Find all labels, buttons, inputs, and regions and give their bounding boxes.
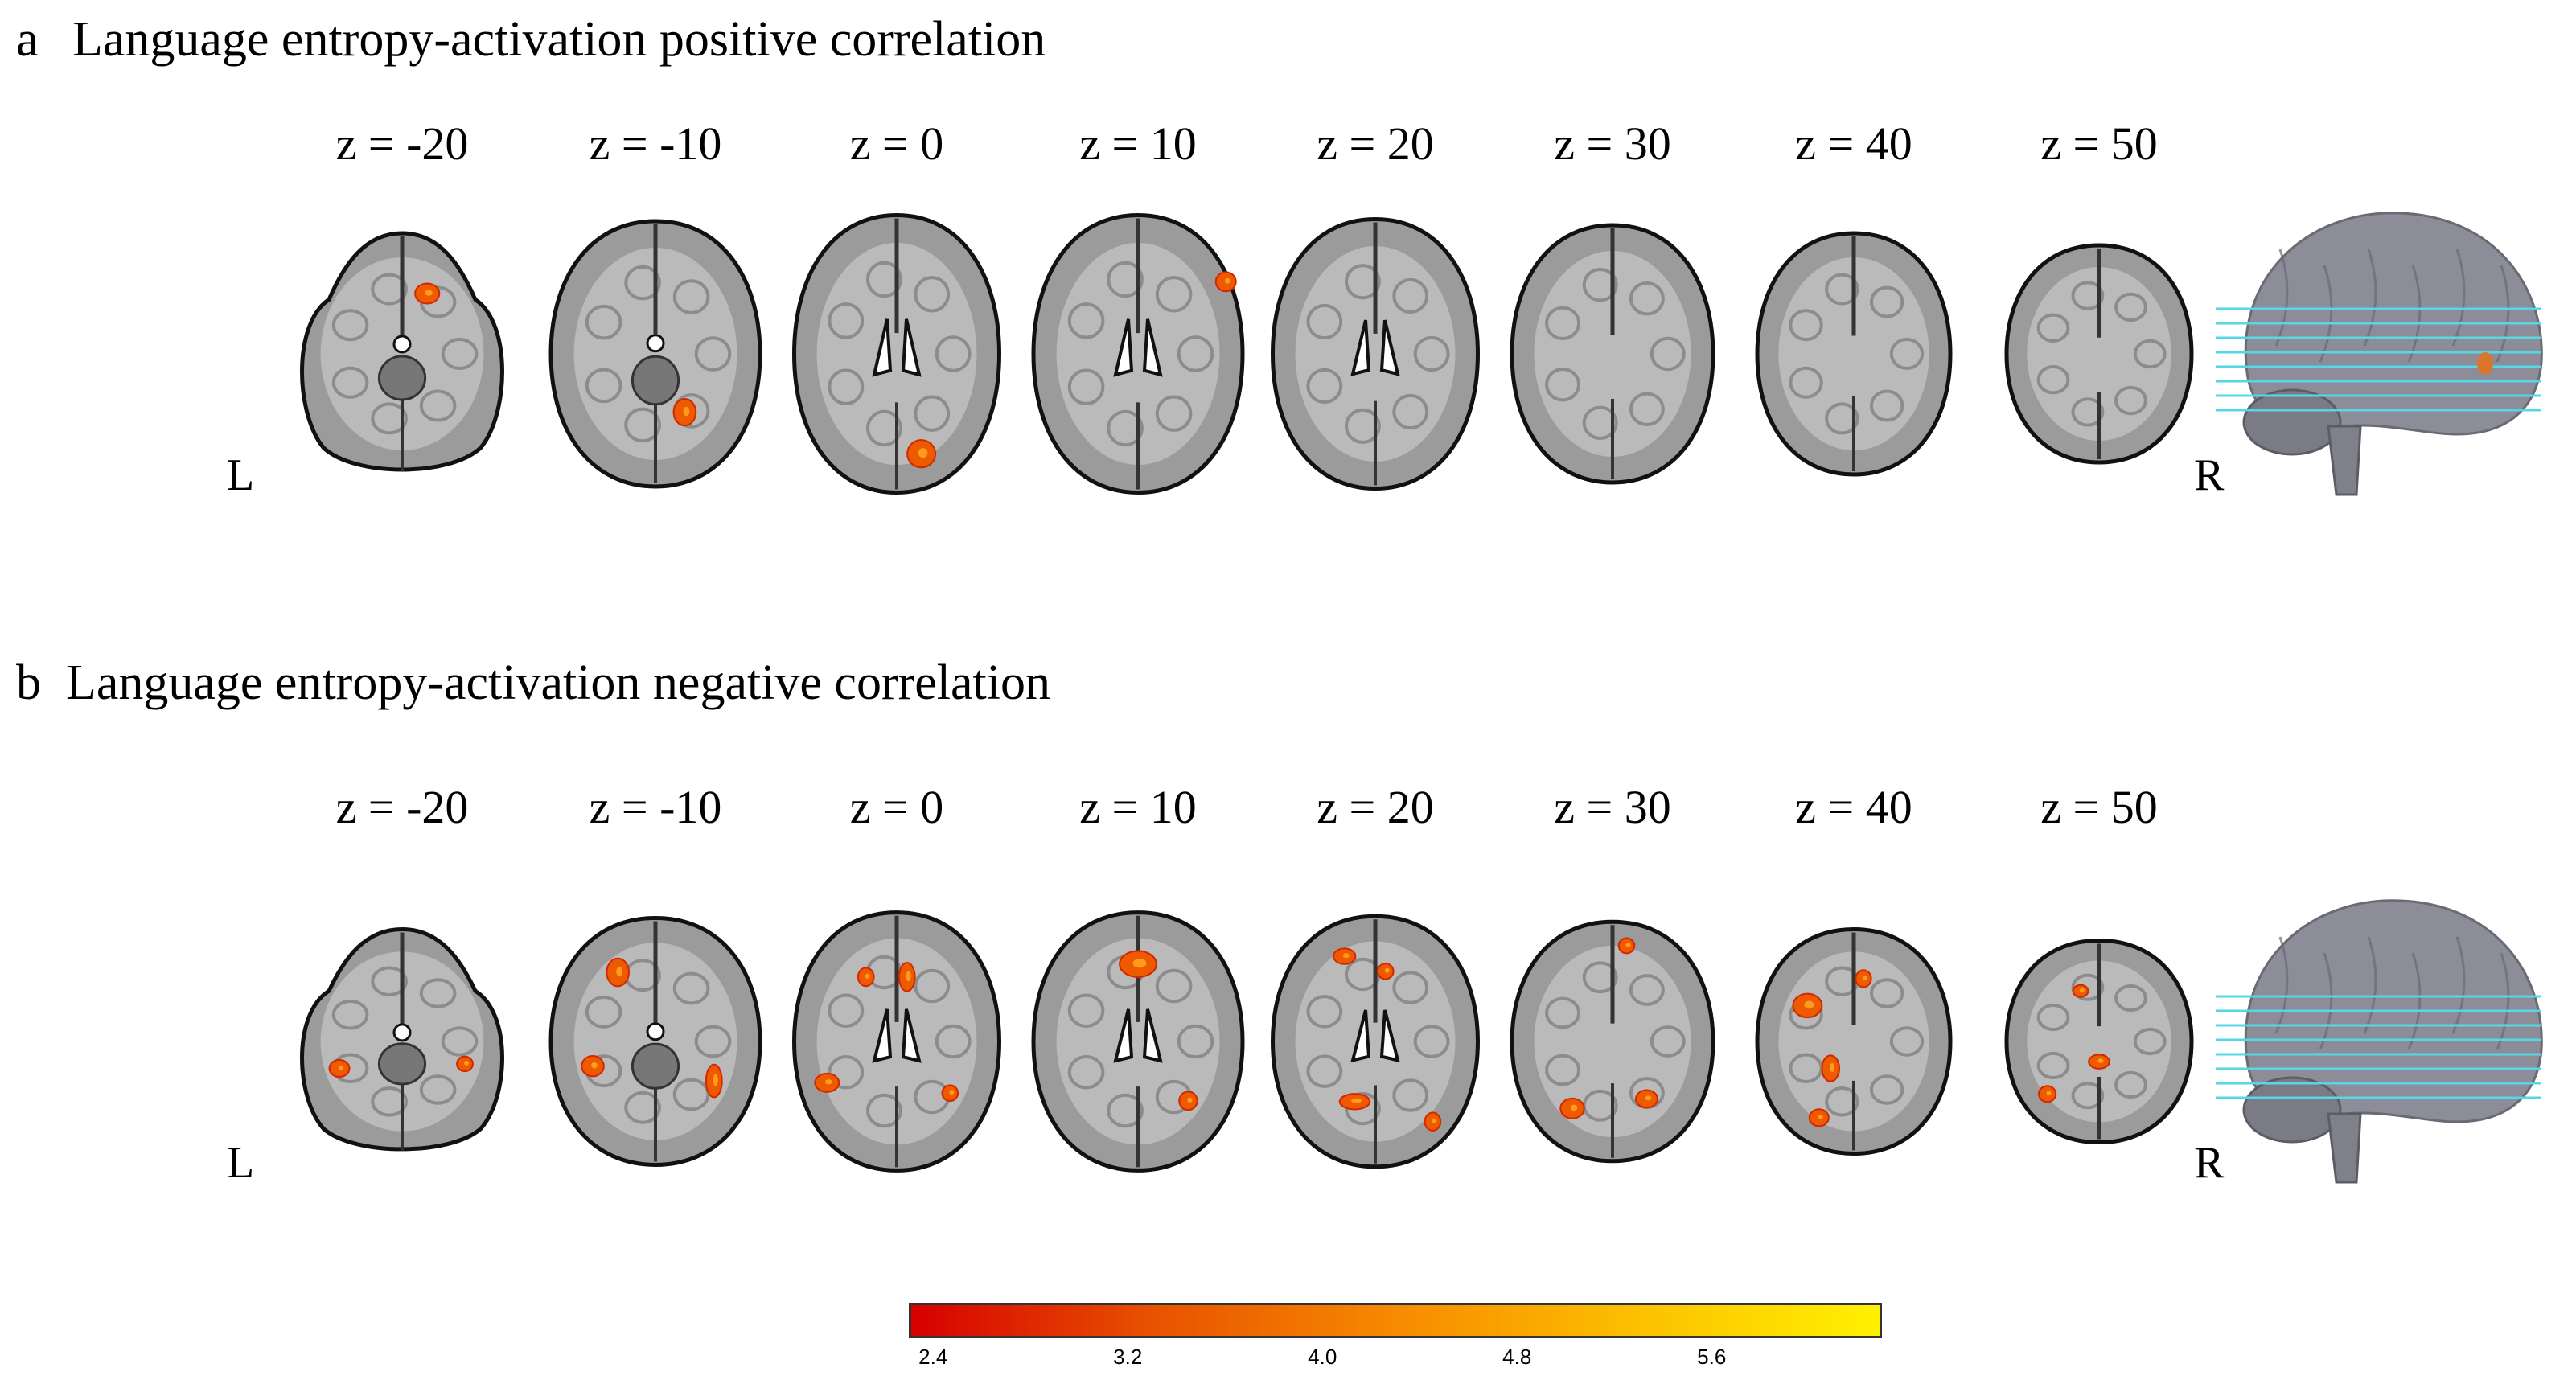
activation-cluster-core xyxy=(1863,975,1867,980)
panel-b-left-marker: L xyxy=(227,1138,255,1188)
colorbar-tick-label: 4.8 xyxy=(1502,1345,1532,1369)
activation-cluster-core xyxy=(1625,942,1631,947)
activation-cluster-core xyxy=(2080,988,2085,993)
slice-label-z30: z = 30 xyxy=(1554,781,1671,833)
activation-cluster-core xyxy=(713,1074,718,1086)
slice-label-z0: z = 0 xyxy=(849,781,944,833)
slice-label-z50: z = 50 xyxy=(2040,117,2158,170)
activation-cluster-core xyxy=(591,1062,598,1069)
activation-cluster-core xyxy=(1818,1114,1823,1119)
panel-a-title-text: Language entropy-activation positive cor… xyxy=(72,12,1046,67)
slice-label-z0: z = 0 xyxy=(849,117,944,170)
activation-cluster-core xyxy=(1224,277,1230,284)
panel-b-title: b Language entropy-activation negative co… xyxy=(16,658,1050,708)
axial-slice-b-0 xyxy=(300,926,504,1152)
sagittal-brain-render-a xyxy=(2216,212,2543,496)
sagittal-activation xyxy=(2477,352,2493,375)
slice-label-z20: z = 20 xyxy=(1317,117,1434,170)
activation-cluster-core xyxy=(1132,959,1147,968)
activation-cluster-core xyxy=(1384,967,1390,973)
axial-slice-a-4 xyxy=(1270,216,1481,491)
activation-cluster-core xyxy=(616,966,623,977)
activation-cluster-core xyxy=(824,1079,832,1085)
colorbar xyxy=(909,1303,1882,1338)
axial-slice-b-7 xyxy=(2004,938,2194,1145)
activation-cluster-core xyxy=(464,1060,469,1066)
axial-slice-b-2 xyxy=(791,910,1002,1173)
axial-slice-a-6 xyxy=(1755,231,1953,477)
panel-a-axial-slices xyxy=(300,212,2543,496)
axial-slice-a-1 xyxy=(548,219,762,489)
slice-label-z-10: z = -10 xyxy=(589,781,722,833)
axial-slice-b-3 xyxy=(1031,910,1245,1173)
axial-slice-b-6 xyxy=(1755,926,1953,1156)
axial-slice-b-5 xyxy=(1510,919,1715,1164)
panel-a-title: a Language entropy-activation positive co… xyxy=(16,14,1046,64)
activation-cluster-core xyxy=(1570,1104,1578,1111)
panel-a-right-marker: R xyxy=(2194,450,2225,500)
activation-cluster-core xyxy=(1804,1000,1814,1009)
panel-a-left-marker: L xyxy=(227,450,255,500)
panel-b-right-marker: R xyxy=(2194,1138,2225,1188)
axial-slice-a-0 xyxy=(300,231,504,472)
slice-label-z10: z = 10 xyxy=(1079,781,1197,833)
slice-label-z10: z = 10 xyxy=(1079,117,1197,170)
slice-label-z40: z = 40 xyxy=(1795,781,1912,833)
axial-slice-a-2 xyxy=(791,212,1002,495)
axial-slice-b-1 xyxy=(548,916,762,1167)
activation-cluster-core xyxy=(949,1090,955,1095)
panel-b-title-text: Language entropy-activation negative cor… xyxy=(66,655,1050,710)
activation-cluster-core xyxy=(425,290,433,296)
colorbar-tick-label: 2.4 xyxy=(918,1345,948,1369)
activation-cluster-core xyxy=(2097,1058,2104,1064)
colorbar-tick-label: 3.2 xyxy=(1113,1345,1143,1369)
activation-cluster-core xyxy=(918,448,928,458)
slice-label-z40: z = 40 xyxy=(1795,117,1912,170)
slice-label-z50: z = 50 xyxy=(2040,781,2158,833)
colorbar-tick-label: 5.6 xyxy=(1697,1345,1727,1369)
activation-cluster-core xyxy=(338,1065,344,1070)
activation-cluster-core xyxy=(1187,1097,1193,1103)
panel-b-letter: b xyxy=(16,655,41,710)
activation-cluster-core xyxy=(683,406,690,417)
axial-slice-a-7 xyxy=(2004,243,2194,465)
slice-label-z20: z = 20 xyxy=(1317,781,1434,833)
activation-cluster-core xyxy=(865,973,870,979)
sagittal-brain-render-b xyxy=(2216,899,2543,1184)
panel-b-axial-slices xyxy=(300,899,2543,1184)
slice-label-z-20: z = -20 xyxy=(335,781,469,833)
slice-label-z-10: z = -10 xyxy=(589,117,722,170)
panel-a-letter: a xyxy=(16,12,39,67)
activation-cluster-core xyxy=(906,971,911,982)
slice-label-z-20: z = -20 xyxy=(335,117,469,170)
activation-cluster-core xyxy=(2046,1091,2052,1096)
axial-slice-a-3 xyxy=(1031,212,1245,495)
activation-cluster-core xyxy=(1342,953,1350,959)
axial-slice-a-5 xyxy=(1510,223,1715,485)
activation-cluster-core xyxy=(1351,1098,1362,1103)
slice-label-z30: z = 30 xyxy=(1554,117,1671,170)
axial-slice-b-4 xyxy=(1270,914,1481,1169)
colorbar-tick-label: 4.0 xyxy=(1308,1345,1337,1369)
activation-cluster-core xyxy=(1830,1062,1835,1073)
activation-cluster-core xyxy=(1432,1118,1437,1123)
activation-cluster-core xyxy=(1645,1095,1652,1101)
